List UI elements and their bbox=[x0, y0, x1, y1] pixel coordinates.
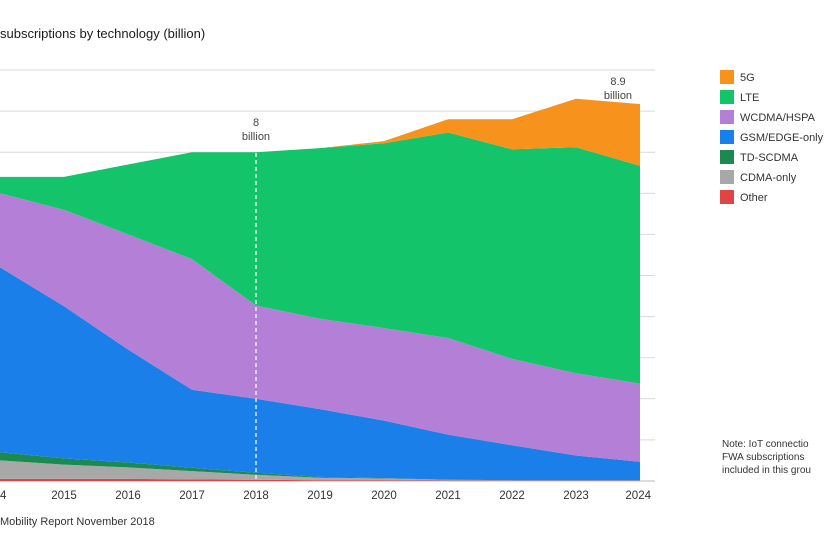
x-tick-label: 2015 bbox=[51, 490, 77, 502]
area-5g bbox=[0, 98, 640, 177]
legend-label-gsm-edge-only: GSM/EDGE-only bbox=[740, 132, 824, 144]
legend-swatch-lte bbox=[720, 90, 734, 104]
area-cdma-only bbox=[0, 460, 640, 481]
legend-label-5g: 5G bbox=[740, 72, 755, 84]
x-tick-label: 4 bbox=[0, 490, 7, 502]
note-line: Note: IoT connectio bbox=[722, 439, 809, 450]
note-line: included in this grou bbox=[722, 465, 811, 476]
annotations: 8 billion 8.9 billion bbox=[242, 76, 632, 481]
area-lte bbox=[0, 132, 640, 384]
x-tick-label: 2018 bbox=[243, 490, 269, 502]
legend-swatch-gsm-edge-only bbox=[720, 130, 734, 144]
legend-label-td-scdma: TD-SCDMA bbox=[740, 152, 799, 164]
area-series bbox=[0, 98, 640, 481]
legend-swatch-wcdma-hspa bbox=[720, 110, 734, 124]
chart-title: subscriptions by technology (billion) bbox=[0, 26, 205, 41]
area-other bbox=[0, 478, 640, 481]
note-block: Note: IoT connectio FWA subscriptions incl… bbox=[722, 439, 811, 476]
x-tick-label: 2022 bbox=[499, 490, 525, 502]
legend-swatch-cdma-only bbox=[720, 170, 734, 184]
annotation-label: 8.9 bbox=[610, 76, 625, 88]
area-wcdma-hspa bbox=[0, 193, 640, 462]
annotation-label: 8 bbox=[253, 117, 259, 129]
legend-swatch-5g bbox=[720, 70, 734, 84]
x-tick-label: 2023 bbox=[563, 490, 589, 502]
x-tick-label: 2021 bbox=[435, 490, 461, 502]
x-axis-ticks: 4 2015 2016 2017 2018 2019 2020 2021 2022 2023 202… bbox=[0, 490, 652, 502]
legend-label-lte: LTE bbox=[740, 92, 759, 104]
note-line: FWA subscriptions bbox=[722, 452, 804, 463]
area-gsm-edge-only bbox=[0, 267, 640, 481]
source-text: Mobility Report November 2018 bbox=[0, 516, 155, 528]
legend-swatch-other bbox=[720, 190, 734, 204]
annotation-label: billion bbox=[604, 90, 632, 102]
x-tick-label: 2016 bbox=[115, 490, 141, 502]
legend-label-wcdma-hspa: WCDMA/HSPA bbox=[740, 112, 816, 124]
legend: 5G LTE WCDMA/HSPA GSM/EDGE-only TD-SCDMA CDMA… bbox=[720, 70, 824, 204]
x-tick-label: 2024 bbox=[625, 490, 651, 502]
x-tick-label: 2019 bbox=[307, 490, 333, 502]
annotation-label: billion bbox=[242, 131, 270, 143]
x-tick-label: 2020 bbox=[371, 490, 397, 502]
legend-label-other: Other bbox=[740, 192, 768, 204]
area-td-scdma bbox=[0, 452, 640, 481]
legend-label-cdma-only: CDMA-only bbox=[740, 172, 797, 184]
legend-swatch-td-scdma bbox=[720, 150, 734, 164]
x-tick-label: 2017 bbox=[179, 490, 205, 502]
